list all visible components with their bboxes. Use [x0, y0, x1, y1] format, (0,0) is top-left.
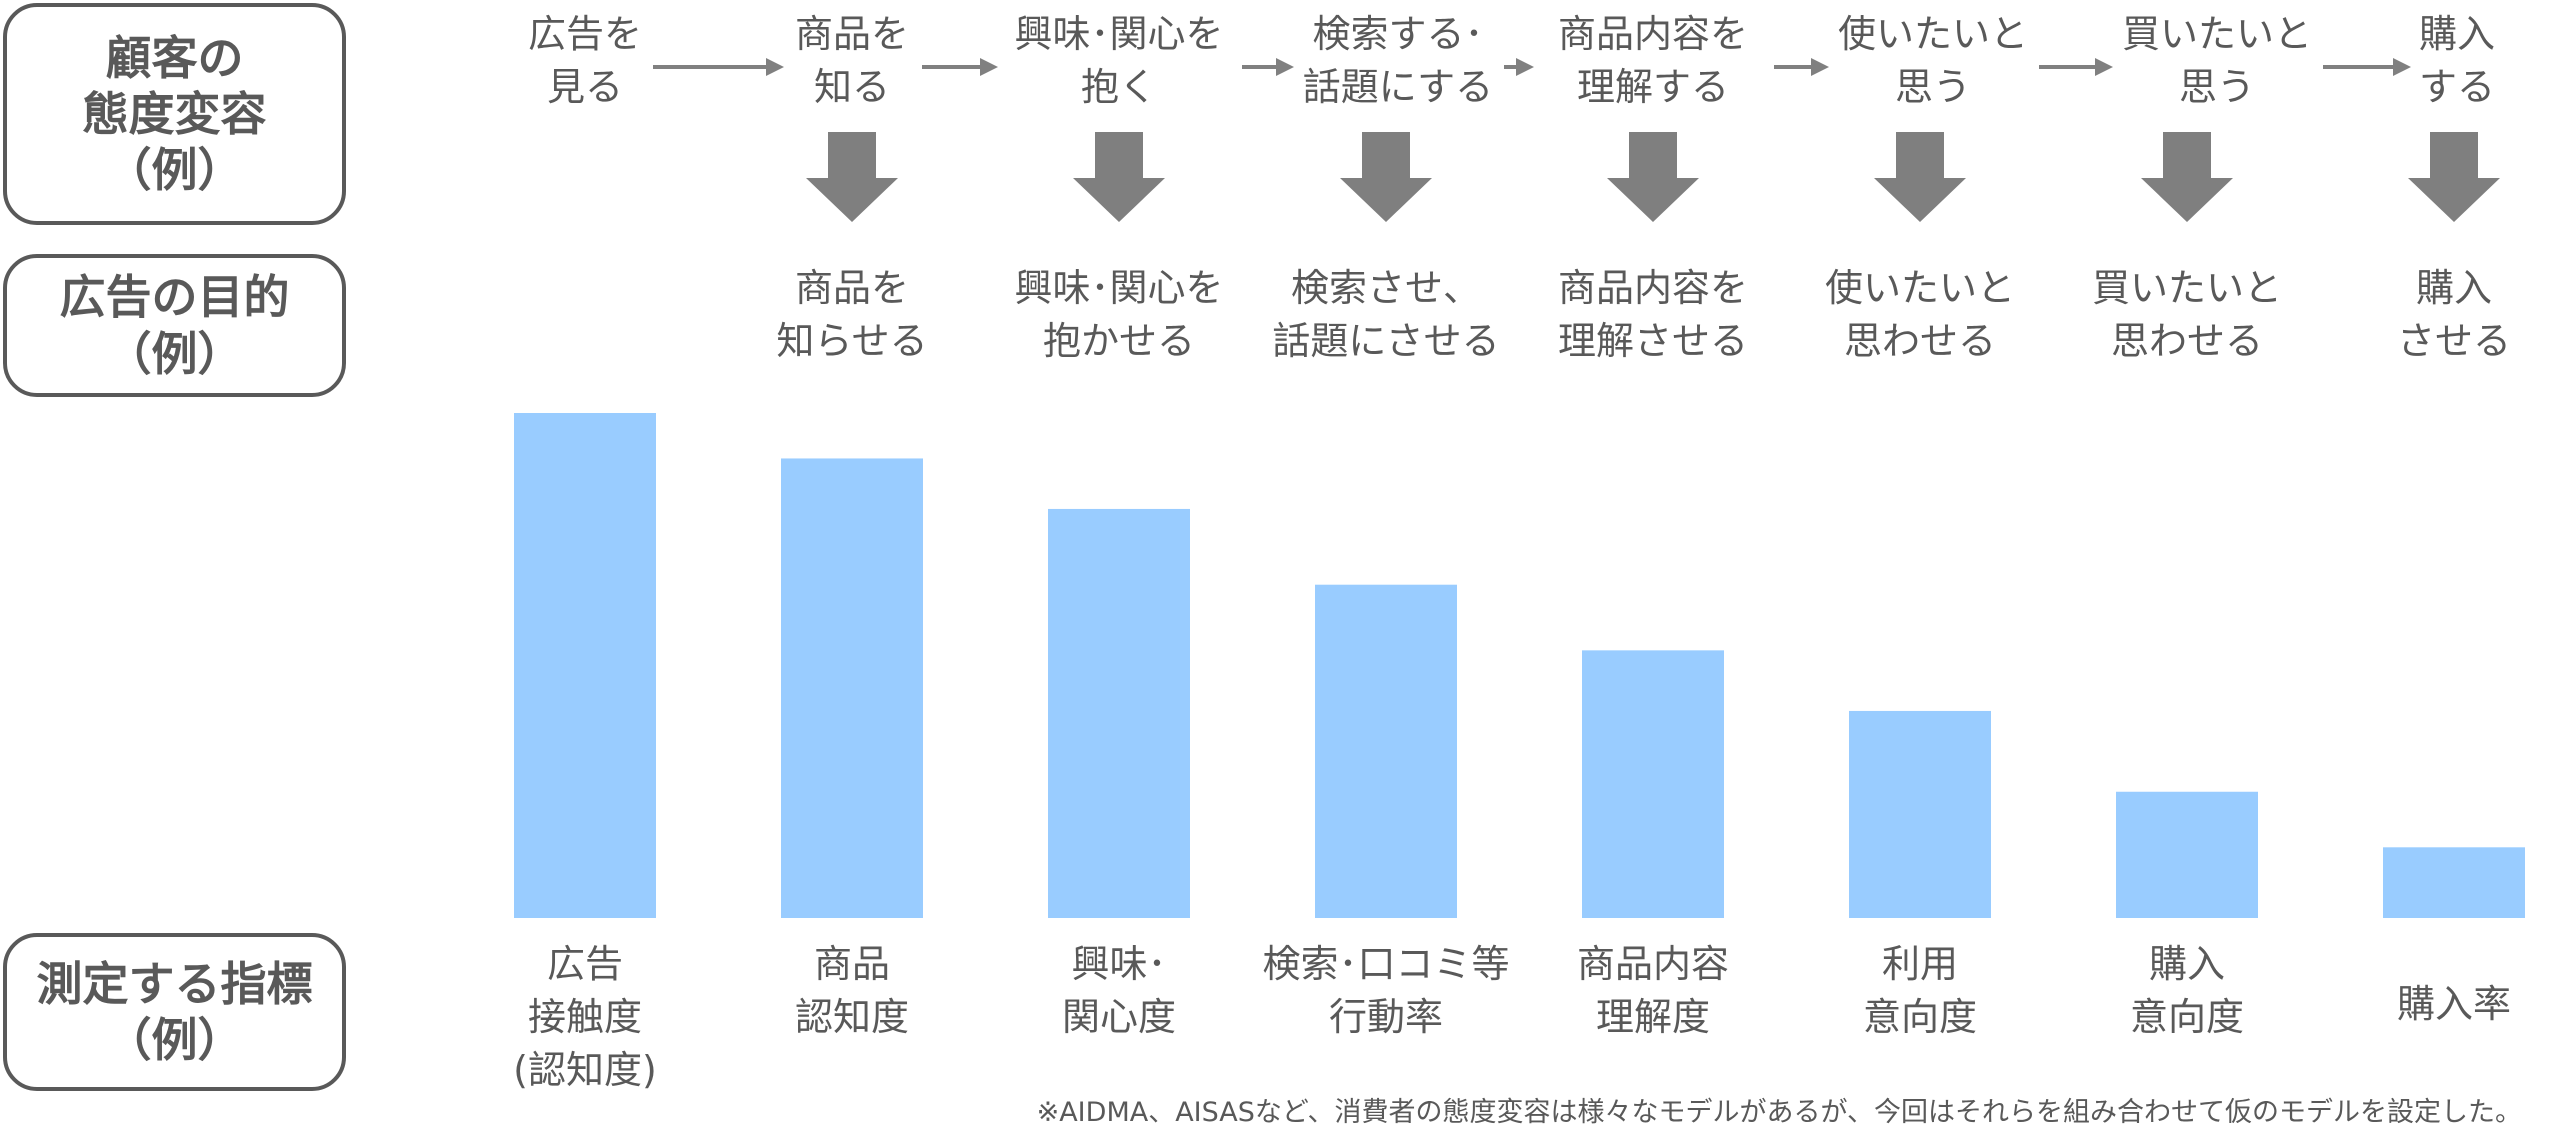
bar: [2383, 847, 2525, 918]
row-label-ad-purpose: 広告の目的 （例）: [3, 254, 346, 397]
flow-arrow-head: [766, 58, 784, 76]
purpose-label: 購入 させる: [2396, 266, 2511, 364]
stage-label: 使いたいと 思う: [1837, 12, 2028, 110]
bar: [1315, 584, 1457, 918]
down-arrow-icon: [1607, 132, 1699, 222]
purpose-label: 商品内容を 理解させる: [1557, 266, 1748, 364]
purpose-label: 使いたいと 思わせる: [1824, 266, 2015, 364]
bar: [1582, 650, 1724, 918]
flow-arrow-head: [1276, 58, 1294, 76]
stage-label: 興味･関心を 抱く: [1014, 12, 1224, 110]
flow-arrow-head: [2393, 58, 2411, 76]
stage-label: 商品を 知る: [794, 12, 909, 110]
flow-arrow-head: [2095, 58, 2113, 76]
flow-arrow-head: [1811, 58, 1829, 76]
down-arrow-icon: [2408, 132, 2500, 222]
footnote: ※AIDMA、AISASなど、消費者の態度変容は様々なモデルがあるが、今回はそれ…: [1036, 1097, 2522, 1128]
stage-label: 検索する･ 話題にする: [1302, 12, 1494, 110]
purpose-label: 商品を 知らせる: [776, 266, 928, 364]
metric-category-label: 購入 意向度: [2129, 942, 2244, 1040]
purpose-label: 検索させ、 話題にさせる: [1272, 266, 1500, 364]
stage-label: 広告を 見る: [527, 12, 642, 110]
down-arrow-icon: [1073, 132, 1165, 222]
bar: [2116, 791, 2258, 918]
flow-arrow-head: [1516, 58, 1534, 76]
down-arrow-icon: [1874, 132, 1966, 222]
stage-label: 商品内容を 理解する: [1557, 12, 1748, 110]
metric-category-label: 検索･口コミ等 行動率: [1262, 942, 1510, 1040]
row-label-metric: 測定する指標 （例）: [3, 933, 346, 1091]
bar: [1849, 710, 1991, 918]
metric-category-label: 購入率: [2396, 982, 2511, 1026]
purpose-label: 興味･関心を 抱かせる: [1014, 266, 1224, 364]
stage-label: 購入 する: [2418, 12, 2495, 110]
metric-category-label: 商品内容 理解度: [1576, 942, 1729, 1040]
bar: [514, 413, 656, 918]
bar: [781, 458, 923, 918]
row-label-attitude-change: 顧客の 態度変容 （例）: [3, 3, 346, 225]
metric-category-label: 興味･ 関心度: [1061, 942, 1176, 1040]
down-arrow-icon: [806, 132, 898, 222]
purpose-label: 買いたいと 思わせる: [2091, 266, 2282, 364]
metric-category-label: 商品 認知度: [794, 942, 909, 1040]
down-arrow-icon: [2141, 132, 2233, 222]
flow-arrow-head: [980, 58, 998, 76]
bar: [1048, 508, 1190, 918]
down-arrow-icon: [1340, 132, 1432, 222]
metric-category-label: 広告 接触度 (認知度): [513, 942, 657, 1093]
stage-label: 買いたいと 思う: [2121, 12, 2312, 110]
metric-category-label: 利用 意向度: [1862, 942, 1977, 1040]
